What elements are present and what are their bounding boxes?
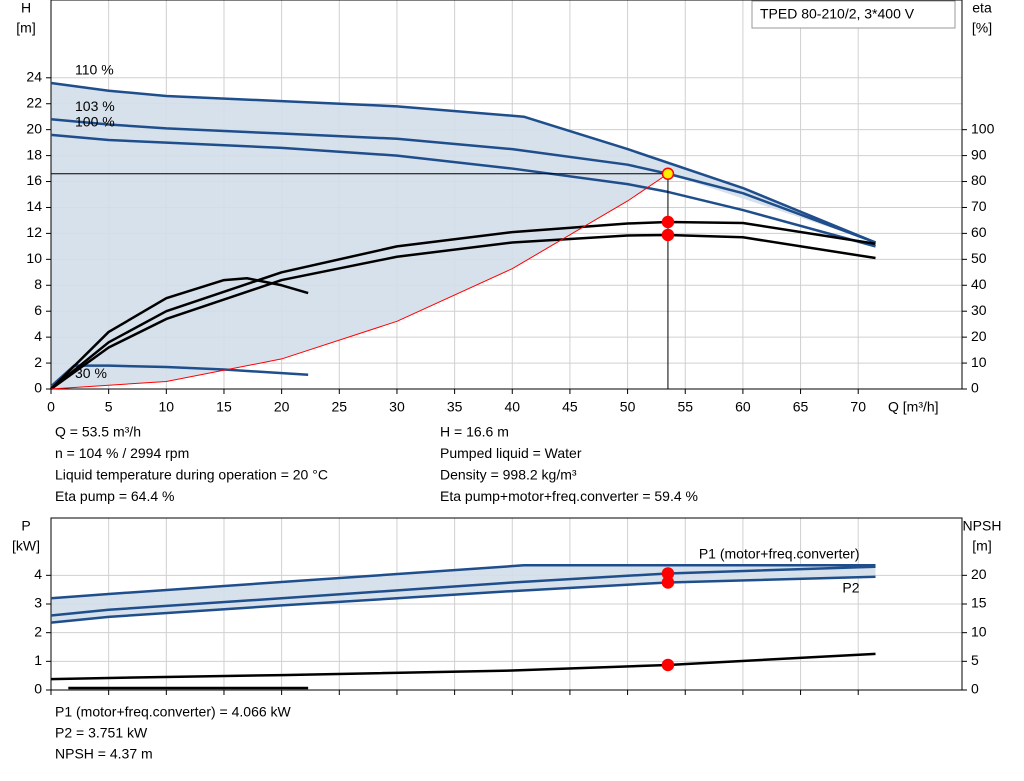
- y-tick-label: 14: [26, 198, 42, 214]
- y2-tick-label: 0: [971, 681, 979, 697]
- info-text: Liquid temperature during operation = 20…: [55, 467, 328, 483]
- title-box: [751, 0, 956, 29]
- y-tick-label: 20: [26, 120, 42, 136]
- x-tick-label: 10: [159, 399, 175, 415]
- x-tick-label: 45: [562, 399, 578, 415]
- x-tick-label: 65: [793, 399, 809, 415]
- y2-axis-label: NPSH: [963, 518, 1002, 534]
- info-text: Eta pump+motor+freq.converter = 59.4 %: [440, 488, 698, 504]
- x-tick-label: 35: [447, 399, 463, 415]
- info-text: Q = 53.5 m³/h: [55, 424, 141, 440]
- y2-tick-label: 30: [971, 302, 987, 318]
- x-tick-label: 50: [620, 399, 636, 415]
- y2-tick-label: 90: [971, 146, 987, 162]
- duty-point: [661, 167, 675, 181]
- y-tick-label: 4: [34, 328, 42, 344]
- curve-label: 103 %: [75, 98, 115, 114]
- y-tick-label: 1: [34, 652, 42, 668]
- y-tick-label: 16: [26, 172, 42, 188]
- y-tick-label: 2: [34, 623, 42, 639]
- x-tick-label: 30: [389, 399, 405, 415]
- curve: [50, 81, 876, 244]
- y-tick-label: 18: [26, 146, 42, 162]
- info-text: NPSH = 4.37 m: [55, 746, 153, 762]
- duty-point: [661, 658, 675, 672]
- x-tick-label: 5: [105, 399, 113, 415]
- y2-tick-label: 20: [971, 328, 987, 344]
- y-tick-label: 0: [34, 380, 42, 396]
- y2-tick-label: 10: [971, 623, 987, 639]
- info-text: P1 (motor+freq.converter) = 4.066 kW: [55, 704, 292, 720]
- y-tick-label: 24: [26, 69, 42, 85]
- y-tick-label: 0: [34, 681, 42, 697]
- curve-label: 110 %: [75, 62, 114, 78]
- curve: [50, 133, 876, 248]
- curve-label: P2: [842, 579, 859, 595]
- x-tick-label: 25: [332, 399, 348, 415]
- y-tick-label: 6: [34, 302, 42, 318]
- x-tick-label: 40: [504, 399, 520, 415]
- x-tick-label: 70: [850, 399, 866, 415]
- curve: [50, 652, 876, 681]
- curve-label: 30 %: [75, 365, 107, 381]
- y-tick-label: 2: [34, 354, 42, 370]
- y-tick-label: 3: [34, 595, 42, 611]
- y2-axis-unit: [%]: [972, 20, 992, 36]
- curve-label: 100 %: [75, 114, 115, 130]
- y2-tick-label: 0: [971, 380, 979, 396]
- x-tick-label: 20: [274, 399, 290, 415]
- duty-point: [661, 576, 675, 589]
- y-tick-label: 12: [26, 224, 42, 240]
- y2-tick-label: 20: [971, 566, 987, 582]
- y2-axis-label: eta: [972, 0, 992, 16]
- y2-tick-label: 100: [971, 120, 995, 136]
- y-axis-label: P: [21, 518, 30, 534]
- info-text: Pumped liquid = Water: [440, 445, 582, 461]
- y-tick-label: 10: [26, 250, 42, 266]
- y2-tick-label: 40: [971, 276, 987, 292]
- curve: [50, 575, 876, 624]
- y-axis-unit: [m]: [16, 20, 35, 36]
- info-text: Eta pump = 64.4 %: [55, 488, 174, 504]
- y-tick-label: 8: [34, 276, 42, 292]
- curve: [50, 565, 876, 617]
- curve: [50, 173, 669, 390]
- info-text: P2 = 3.751 kW: [55, 725, 148, 741]
- plot-frame: [50, 0, 963, 390]
- y2-tick-label: 10: [971, 354, 987, 370]
- curve-label: P1 (motor+freq.converter): [699, 545, 860, 561]
- y-axis-unit: [kW]: [12, 538, 40, 554]
- info-text: Density = 998.2 kg/m³: [440, 467, 577, 483]
- x-tick-label: 60: [735, 399, 751, 415]
- x-axis-label: Q [m³/h]: [888, 399, 939, 415]
- chart-title: TPED 80-210/2, 3*400 V: [760, 6, 915, 22]
- plot-frame: [50, 517, 963, 691]
- y2-tick-label: 5: [971, 652, 979, 668]
- y2-tick-label: 15: [971, 595, 987, 611]
- y-tick-label: 4: [34, 566, 42, 582]
- curve: [50, 233, 876, 391]
- curve: [50, 118, 876, 244]
- y2-axis-unit: [m]: [972, 538, 991, 554]
- x-tick-label: 0: [47, 399, 55, 415]
- x-tick-label: 55: [677, 399, 693, 415]
- curve: [50, 564, 876, 600]
- duty-point: [661, 215, 675, 229]
- y2-tick-label: 60: [971, 224, 987, 240]
- y2-tick-label: 50: [971, 250, 987, 266]
- curve: [50, 220, 876, 390]
- y2-tick-label: 70: [971, 198, 987, 214]
- y-tick-label: 22: [26, 94, 42, 110]
- y-axis-label: H: [21, 0, 31, 16]
- info-text: n = 104 % / 2994 rpm: [55, 445, 189, 461]
- info-text: H = 16.6 m: [440, 424, 509, 440]
- y2-tick-label: 80: [971, 172, 987, 188]
- curve: [50, 277, 309, 390]
- x-tick-label: 15: [216, 399, 232, 415]
- duty-point: [661, 228, 675, 242]
- operating-range: [51, 82, 876, 389]
